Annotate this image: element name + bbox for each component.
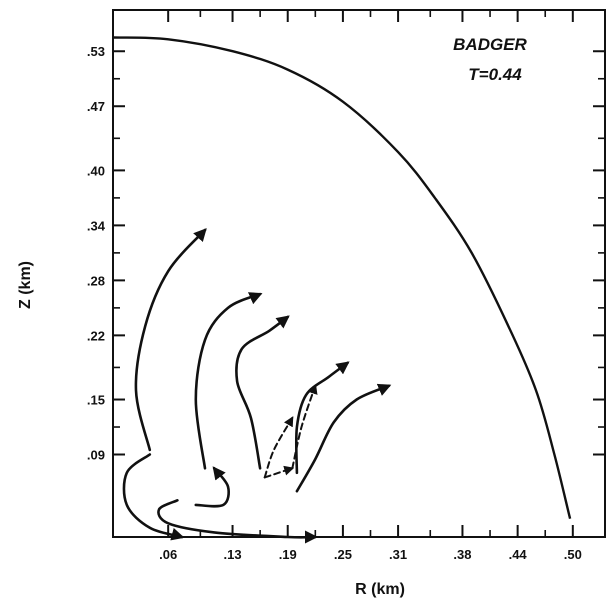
flow-arrow-7 (194, 466, 230, 508)
tick-marks (113, 10, 605, 537)
x-tick-label-3: .25 (334, 547, 352, 562)
y-axis-label: Z (km) (17, 261, 34, 309)
flow-arrow-0 (134, 228, 207, 452)
flow-arrow-6 (157, 499, 318, 544)
dashed-flow-arrow-9 (263, 465, 295, 479)
x-tick-label-0: .06 (159, 547, 177, 562)
x-tick-label-4: .31 (389, 547, 407, 562)
y-tick-label-7: .53 (87, 44, 105, 59)
annotation-time: T=0.44 (468, 65, 522, 84)
annotation-name: BADGER (453, 35, 527, 54)
y-tick-label-3: .28 (87, 273, 105, 288)
cloud-boundary-curve (112, 36, 572, 519)
y-tick-label-2: .22 (87, 328, 105, 343)
x-tick-label-6: .44 (509, 547, 528, 562)
x-tick-label-5: .38 (453, 547, 471, 562)
y-tick-label-5: .40 (87, 163, 105, 178)
flow-arrow-1 (194, 292, 263, 470)
y-tick-label-0: .09 (87, 448, 105, 463)
flow-arrow-3 (294, 361, 350, 475)
dashed-flow-arrow-10 (291, 383, 318, 470)
flow-arrow-4 (295, 383, 392, 493)
y-tick-label-1: .15 (87, 393, 105, 408)
x-tick-label-1: .13 (224, 547, 242, 562)
x-axis-label: R (km) (355, 581, 405, 598)
flow-arrows (122, 228, 392, 544)
x-tick-label-2: .19 (279, 547, 297, 562)
flow-arrow-2 (235, 315, 290, 470)
x-tick-label-7: .50 (564, 547, 582, 562)
dashed-flow-arrow-8 (263, 416, 294, 479)
y-tick-label-6: .47 (87, 99, 105, 114)
tick-labels: .06 .13 .19 .25 .31 .38 .44 .50 .09 .15 .22 .28 .34.… (87, 44, 582, 562)
y-tick-label-4: .34 (87, 218, 106, 233)
plot-frame (112, 9, 606, 538)
flow-arrow-5 (122, 453, 185, 541)
